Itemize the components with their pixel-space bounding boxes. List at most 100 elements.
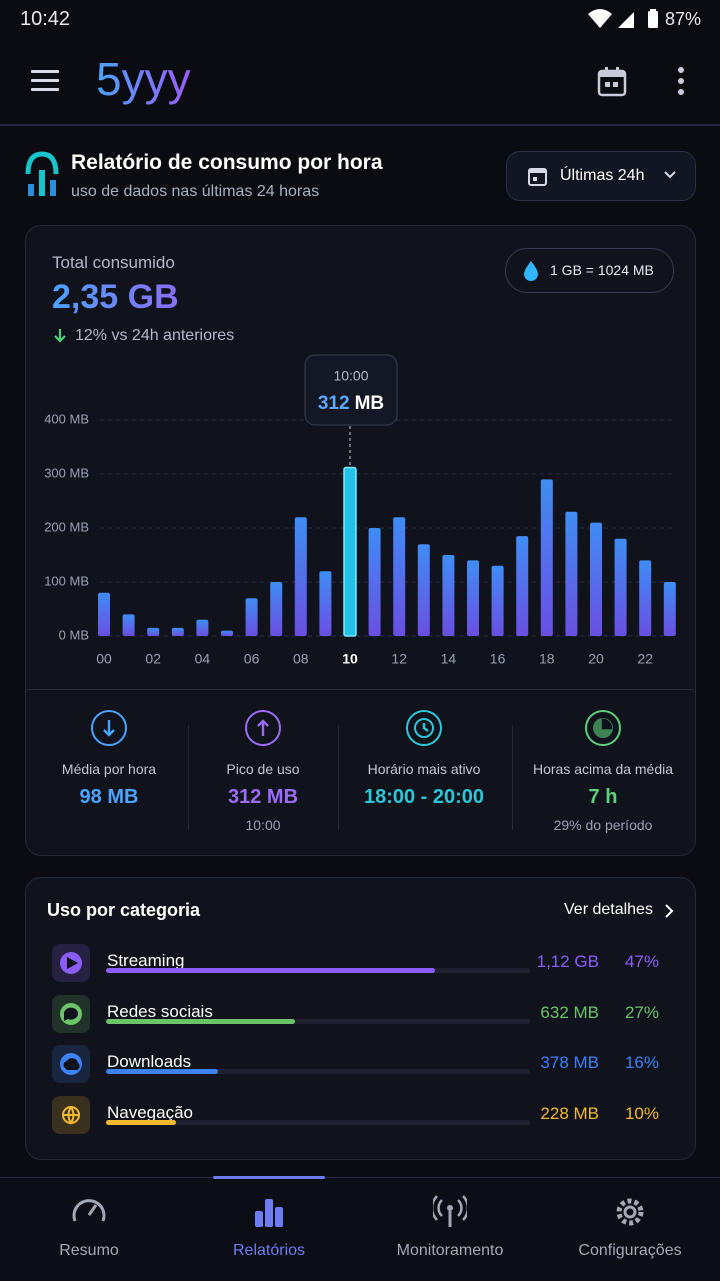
icon-part <box>585 710 621 746</box>
stat-icon <box>406 710 442 746</box>
bar <box>98 592 110 636</box>
x-tick-label: 06 <box>244 651 260 667</box>
icon-part <box>588 9 612 28</box>
change-label: 12% vs 24h anteriores <box>75 327 235 344</box>
chevron <box>664 171 676 179</box>
category-share: 10% <box>624 1104 659 1124</box>
details-link[interactable]: Ver detalhes <box>564 901 653 918</box>
category-amount: 378 MB <box>540 1053 599 1073</box>
icon-part <box>678 78 684 84</box>
nav-label[interactable]: Monitoramento <box>396 1242 504 1259</box>
range-icon <box>528 168 547 186</box>
icon-part <box>433 1195 467 1221</box>
nav-icon <box>616 1198 644 1226</box>
icon-part <box>601 718 613 730</box>
y-tick-label: 400 MB <box>44 411 89 426</box>
x-tick-label: 12 <box>391 651 407 667</box>
status-icons <box>588 9 658 28</box>
bar <box>417 544 430 636</box>
category-amount: 632 MB <box>540 1002 599 1022</box>
icon-part <box>678 67 684 73</box>
report-title: Relatório de consumo por hora <box>71 151 383 174</box>
icon-part <box>91 710 127 746</box>
bar <box>147 627 160 636</box>
divider <box>26 689 694 690</box>
icon-part <box>63 1058 80 1071</box>
stat-icon <box>91 710 127 746</box>
category-track <box>106 1018 530 1024</box>
icon-part <box>31 70 59 73</box>
icon-part <box>616 1198 644 1226</box>
report-subtitle: uso de dados nas últimas 24 horas <box>71 183 320 200</box>
stat-value: 18:00 - 20:00 <box>363 786 485 808</box>
stat-label: Média por hora <box>61 761 157 777</box>
icon-part <box>50 180 56 196</box>
nav-indicator <box>213 1176 325 1179</box>
icon-part <box>31 88 59 91</box>
stat-note: 29% do período <box>553 817 653 833</box>
divider <box>338 725 339 830</box>
bar <box>368 528 381 636</box>
total-label: Total consumido <box>52 253 175 272</box>
range-selector[interactable]: Últimas 24h <box>506 151 696 201</box>
icon-part <box>524 261 538 281</box>
category-share: 16% <box>624 1053 659 1073</box>
icon-part <box>406 710 442 746</box>
x-tick-label: 14 <box>441 651 457 667</box>
nav-label[interactable]: Relatórios <box>232 1242 306 1259</box>
divider <box>0 124 720 126</box>
icon-part <box>62 1106 81 1125</box>
chevron <box>665 904 674 918</box>
bar <box>245 598 258 636</box>
category-icon <box>52 1045 90 1084</box>
bar <box>171 627 184 636</box>
bar <box>663 582 676 636</box>
tooltip-number: 312 <box>318 393 350 414</box>
stat-icon <box>585 710 621 746</box>
icon-part <box>257 719 269 736</box>
stat-value: 98 MB <box>79 786 139 808</box>
icon-part <box>255 1211 263 1227</box>
y-tick-label: 0 MB <box>59 627 89 642</box>
range-label: Últimas 24h <box>560 167 645 184</box>
calendar-button[interactable] <box>596 66 628 98</box>
category-amount: 228 MB <box>540 1104 599 1124</box>
category-bar <box>106 1069 218 1075</box>
tooltip-time: 10:00 <box>333 368 368 384</box>
bar <box>319 571 332 636</box>
category-name: Streaming <box>107 951 185 970</box>
bar <box>442 555 455 636</box>
x-tick-label: 22 <box>637 651 653 667</box>
category-bar <box>106 1018 295 1024</box>
icon-part <box>422 723 429 732</box>
nav-label[interactable]: Configurações <box>578 1242 682 1259</box>
stat-label: Pico de uso <box>226 761 300 777</box>
divider <box>188 725 189 830</box>
status-time: 10:42 <box>20 8 71 30</box>
x-tick-label: 08 <box>293 651 309 667</box>
y-tick-label: 100 MB <box>44 573 89 588</box>
category-name: Downloads <box>107 1052 192 1072</box>
stat-note: 10:00 <box>245 817 281 833</box>
x-tick-label: 18 <box>539 651 555 667</box>
category-bar <box>106 968 435 973</box>
nav-icon <box>72 1199 106 1222</box>
icon-part <box>245 710 281 746</box>
icon-part <box>623 1205 637 1219</box>
icon-part <box>529 169 546 173</box>
category-track <box>106 1069 530 1075</box>
stat-label: Horário mais ativo <box>367 761 481 777</box>
total-value: 2,35 GB <box>52 278 179 316</box>
tooltip-unit: MB <box>355 393 385 414</box>
category-amount: 1,12 GB <box>536 952 599 971</box>
more-button[interactable] <box>674 66 688 96</box>
bar <box>294 517 307 636</box>
x-tick-label: 10 <box>342 651 358 667</box>
menu-button[interactable] <box>30 68 60 94</box>
icon-part <box>618 12 634 28</box>
drop-icon <box>524 261 538 281</box>
icon-part <box>447 1205 453 1211</box>
x-tick-label: 20 <box>588 651 604 667</box>
nav-label[interactable]: Resumo <box>59 1242 119 1259</box>
